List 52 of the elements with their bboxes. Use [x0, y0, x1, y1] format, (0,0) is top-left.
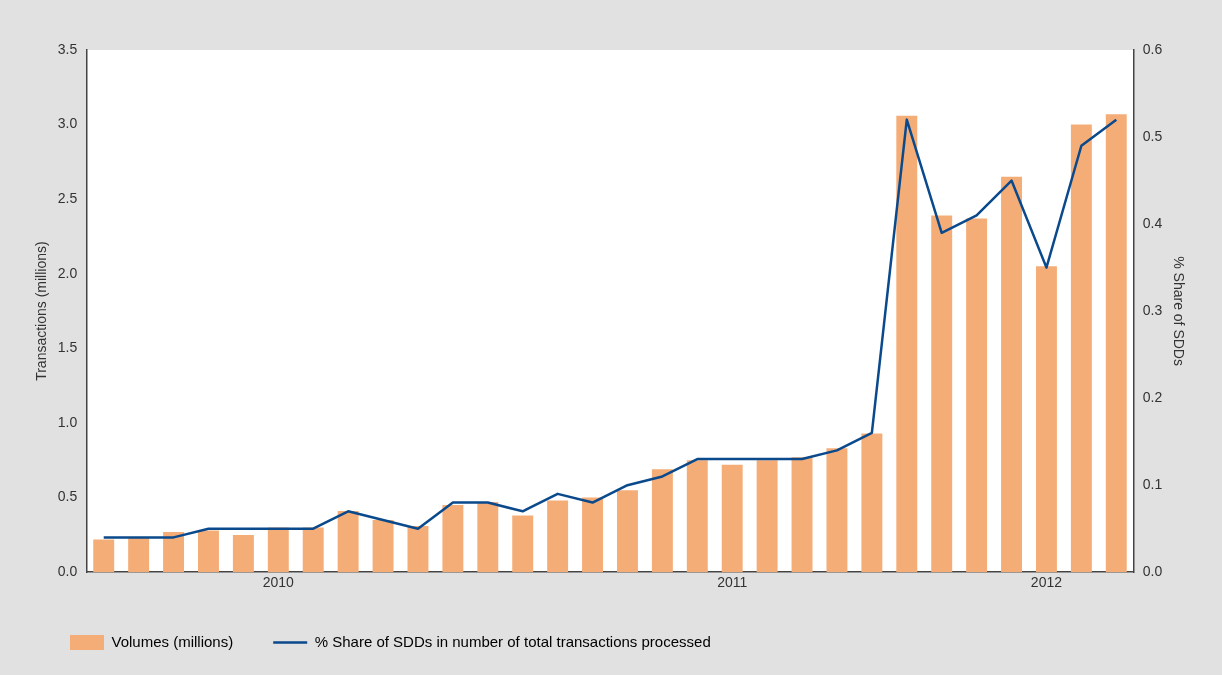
bar — [616, 490, 638, 573]
y-tick-label: 0.0 — [57, 563, 78, 580]
bar — [1001, 176, 1023, 573]
bar — [93, 539, 115, 573]
bar — [861, 433, 883, 573]
bar — [1105, 114, 1127, 573]
y-tick-label: 1.0 — [57, 413, 78, 430]
bar — [267, 527, 289, 573]
y-tick-label: 3.5 — [57, 40, 78, 57]
legend-label: Volumes (millions) — [111, 632, 234, 650]
bar — [197, 530, 219, 573]
bar — [896, 115, 918, 573]
bar — [651, 469, 673, 573]
y-tick-label: 1.5 — [57, 339, 78, 356]
bar — [372, 519, 394, 573]
bar — [931, 215, 953, 573]
bar — [302, 527, 324, 573]
y2-tick-label: 0.0 — [1142, 563, 1163, 580]
y2-tick-label: 0.6 — [1142, 40, 1163, 57]
y2-tick-label: 0.1 — [1142, 476, 1163, 493]
bar — [686, 460, 708, 573]
y-tick-label: 2.0 — [57, 264, 78, 281]
bar — [1070, 124, 1092, 573]
bar — [337, 511, 359, 573]
bar — [582, 497, 604, 573]
bar — [756, 460, 778, 573]
y-tick-label: 2.5 — [57, 190, 78, 207]
legend-label: % Share of SDDs in number of total transactions processed — [314, 632, 711, 650]
y-axis-title: Transactions (millions) — [33, 241, 50, 381]
y-tick-label: 3.0 — [57, 115, 78, 132]
bar — [128, 537, 150, 573]
bar — [477, 502, 499, 573]
x-tick-label: 2011 — [717, 574, 748, 591]
y2-tick-label: 0.2 — [1142, 388, 1163, 405]
bar — [721, 464, 743, 573]
bar — [966, 218, 988, 573]
bar — [163, 531, 185, 573]
y-tick-label: 0.5 — [57, 488, 78, 505]
y2-tick-label: 0.4 — [1142, 214, 1163, 231]
bar — [791, 457, 813, 573]
y2-axis-title: % Share of SDDs — [1170, 256, 1187, 366]
bar — [547, 500, 569, 573]
y2-tick-label: 0.3 — [1142, 301, 1163, 318]
bar — [442, 505, 464, 573]
bar — [407, 525, 429, 573]
x-tick-label: 2012 — [1030, 574, 1063, 591]
x-tick-label: 2010 — [262, 574, 295, 591]
bar — [232, 534, 254, 573]
bar — [512, 515, 534, 573]
bar — [1035, 266, 1057, 573]
y2-tick-label: 0.5 — [1142, 127, 1163, 144]
bar — [826, 448, 848, 573]
